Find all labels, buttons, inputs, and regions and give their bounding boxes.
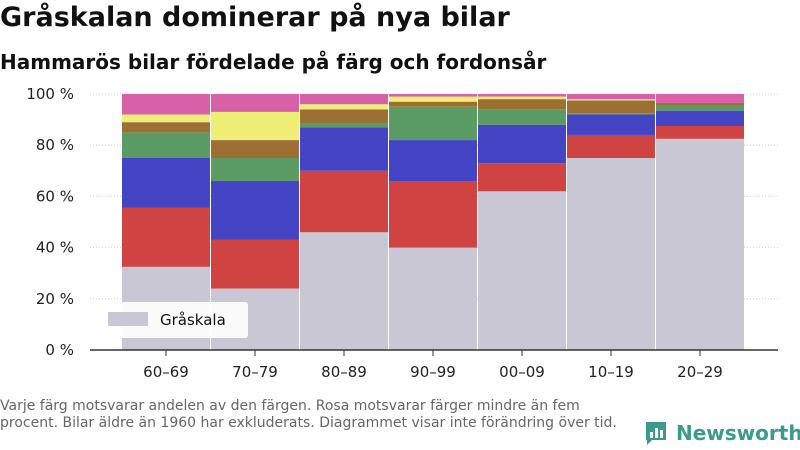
bar-segment <box>567 134 655 158</box>
bar-segment <box>656 94 744 103</box>
bar-segment <box>300 170 388 233</box>
legend-background <box>98 302 248 338</box>
bar-segment <box>300 127 388 171</box>
x-tick-label: 80–89 <box>321 363 367 381</box>
bar-segment <box>389 106 477 141</box>
bar-segment <box>567 99 655 101</box>
x-tick-label: 60–69 <box>143 363 189 381</box>
bar-segment <box>122 158 210 208</box>
bar-segment <box>389 140 477 182</box>
bar-segment <box>656 105 744 111</box>
stacked-bar-chart: 0 % 20 % 40 % 60 % 80 % 100 % 60–69 70–79 80–89 9… <box>26 85 778 381</box>
bar-segment <box>389 101 477 107</box>
bar-segment <box>300 94 388 105</box>
bar-segment <box>211 158 299 182</box>
x-tick-label: 70–79 <box>232 363 278 381</box>
bar-segment <box>656 126 744 139</box>
bar-segment <box>567 158 655 350</box>
bar-segment <box>300 123 388 128</box>
legend-swatch-graskala <box>108 312 148 326</box>
y-tick-label: 40 % <box>36 239 74 257</box>
axes: 0 % 20 % 40 % 60 % 80 % 100 % 60–69 70–79 80–89 9… <box>26 85 778 381</box>
bar-segment <box>656 110 744 126</box>
bar-segment <box>122 114 210 123</box>
chart-title: Gråskalan dominerar på nya bilar <box>0 2 510 33</box>
bar-segment <box>656 138 744 350</box>
bar-segment <box>300 109 388 124</box>
bar-segment <box>122 207 210 267</box>
bar-segment <box>389 94 477 97</box>
bar-segment <box>211 181 299 240</box>
bar-segment <box>211 94 299 112</box>
bar-segment <box>478 124 566 164</box>
x-tick-label: 20–29 <box>677 363 723 381</box>
bar-segment <box>389 181 477 248</box>
newsworthy-brand[interactable]: Newsworthy <box>644 420 800 446</box>
legend-label-graskala: Gråskala <box>160 311 226 329</box>
y-tick-label: 60 % <box>36 187 74 205</box>
bar-segment <box>389 96 477 102</box>
bar-segment <box>656 102 744 106</box>
y-tick-label: 0 % <box>45 341 74 359</box>
y-tick-label: 80 % <box>36 136 74 154</box>
newsworthy-logo-icon <box>646 422 666 445</box>
bar-segment <box>567 100 655 114</box>
legend: Gråskala <box>98 302 248 338</box>
bar-segment <box>478 163 566 192</box>
bar-segment <box>567 114 655 135</box>
brand-name: Newsworthy <box>676 421 800 445</box>
bar-segment <box>211 140 299 158</box>
bar-segment <box>478 191 566 350</box>
bar-segment <box>478 99 566 110</box>
x-tick-label: 00–09 <box>499 363 545 381</box>
bar-segment <box>122 94 210 115</box>
bar-segment <box>122 122 210 133</box>
bar-segment <box>567 94 655 100</box>
y-tick-label: 100 % <box>26 85 74 103</box>
y-tick-label: 20 % <box>36 290 74 308</box>
bar-segment <box>478 94 566 97</box>
bar-segment <box>211 239 299 289</box>
bar-segment <box>478 96 566 100</box>
chart-subtitle: Hammarös bilar fördelade på färg och for… <box>0 50 547 74</box>
bar-segment <box>211 111 299 141</box>
bar-segment <box>478 109 566 125</box>
bar-segment <box>567 113 655 115</box>
x-tick-label: 90–99 <box>410 363 456 381</box>
bar-segment <box>300 232 388 350</box>
bar-segment <box>389 247 477 350</box>
x-tick-label: 10–19 <box>588 363 634 381</box>
footnote: Varje färg motsvarar andelen av den färg… <box>0 398 617 431</box>
bar-segment <box>122 132 210 158</box>
bar-segment <box>300 104 388 110</box>
